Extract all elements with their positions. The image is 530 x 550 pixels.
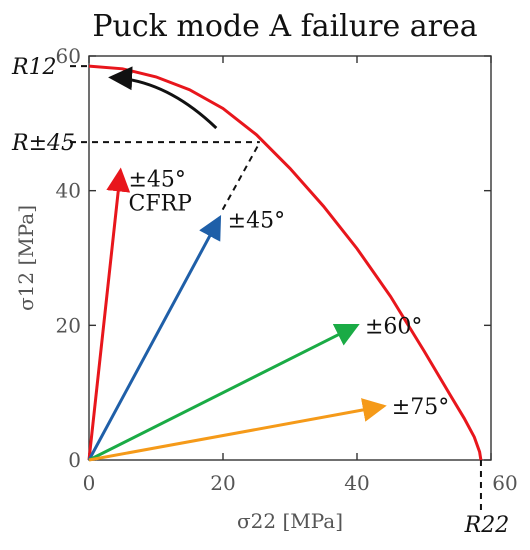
r45-label: R±45 [11,131,75,156]
load-path-label: ±75° [392,395,449,420]
load-path-arrow [87,214,222,461]
r45-extension-dash [221,141,261,211]
x-axis-label: σ22 [MPa] [237,509,343,533]
load-path-arrow [88,398,387,462]
failure-curve [88,64,483,461]
y-tick-label: 20 [56,313,81,337]
load-paths [87,167,387,462]
load-path-sublabel: CFRP [128,191,192,216]
x-tick-label: 0 [83,471,96,495]
y-tick-label: 0 [68,448,81,472]
y-axis-label: σ12 [MPa] [14,205,38,311]
r22-label: R22 [464,513,510,538]
x-tick-label: 60 [492,471,517,495]
load-path-label: ±60° [365,314,422,339]
x-tick-label: 40 [344,471,369,495]
r12-label: R12 [11,55,57,80]
load-path-arrow [87,167,131,461]
chart-title: Puck mode A failure area [92,9,477,44]
tick-labels: 0 20 40 60 0 20 40 60 [56,44,518,495]
y-tick-label: 40 [56,179,81,203]
direction-arrow [108,66,218,130]
load-path-label: ±45° [128,167,185,192]
load-path-label: ±45° [228,209,285,234]
plot-frame [88,55,492,461]
x-tick-label: 20 [210,471,235,495]
y-tick-label: 60 [56,44,81,68]
load-path-arrow [88,323,360,462]
reference-lines [70,65,482,512]
